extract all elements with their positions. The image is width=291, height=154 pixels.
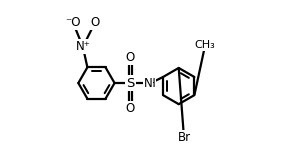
Text: N: N <box>144 77 152 89</box>
Text: S: S <box>126 77 135 89</box>
Text: ⁻O: ⁻O <box>65 16 81 29</box>
Text: CH₃: CH₃ <box>195 40 216 50</box>
Text: O: O <box>126 51 135 64</box>
Text: O: O <box>90 16 100 29</box>
Text: H: H <box>146 77 155 89</box>
Text: N⁺: N⁺ <box>75 40 90 53</box>
Text: Br: Br <box>178 131 191 144</box>
Text: O: O <box>126 102 135 115</box>
